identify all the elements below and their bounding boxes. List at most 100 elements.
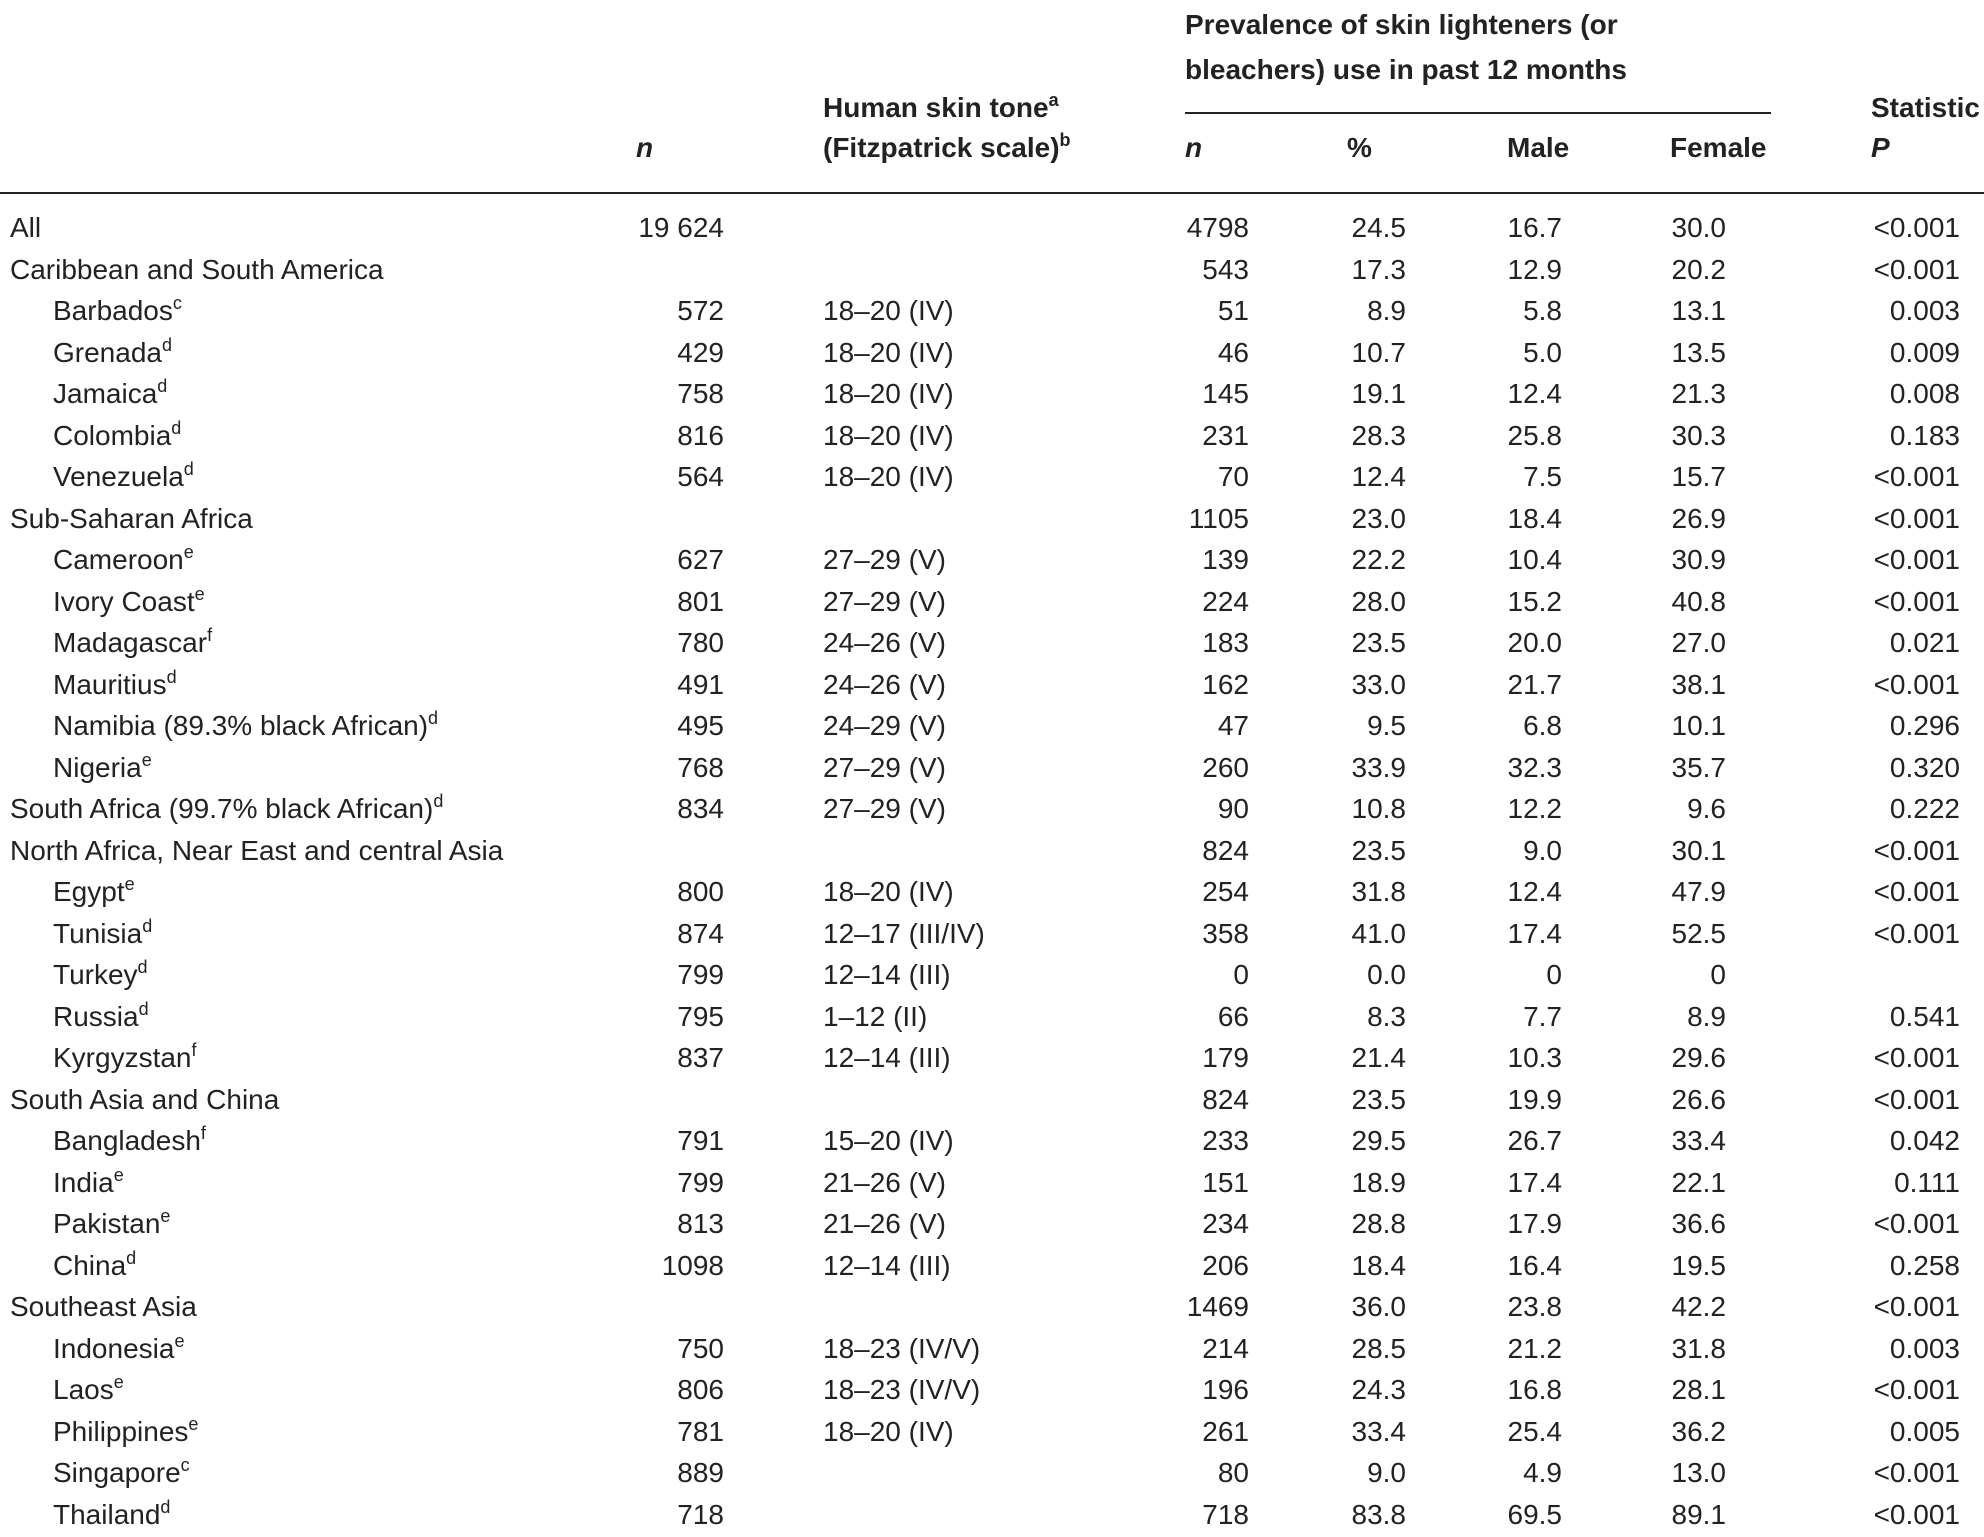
- cell-female: 13.0: [1671, 1457, 1727, 1488]
- cell-p: <0.001: [1873, 502, 1960, 534]
- cell-tone: 24–29 (V): [823, 710, 946, 741]
- cell-tone: 18–20 (IV): [823, 336, 954, 368]
- cell-pct: 0.0: [1367, 959, 1406, 990]
- footnote-mark: d: [157, 376, 168, 396]
- footnote-mark: d: [160, 1496, 171, 1517]
- label-text: Southeast Asia: [10, 1291, 197, 1322]
- cell-n2: 145: [1202, 378, 1249, 409]
- cell-n2: 47: [1217, 710, 1249, 741]
- cell-male: 25.4: [1507, 1415, 1563, 1447]
- cell-tone: 24–26 (V): [823, 627, 946, 658]
- footnote-mark: e: [194, 583, 205, 604]
- footnote-mark: d: [428, 708, 439, 728]
- cell-tone: 21–26 (V): [823, 1166, 946, 1198]
- footnote-mark: d: [142, 915, 153, 936]
- cell-male: 10.3: [1507, 1042, 1563, 1073]
- cell-n: 768: [677, 751, 724, 783]
- row-label: South Asia and China: [10, 1083, 279, 1117]
- header-n: n: [636, 132, 654, 163]
- cell-n2: 51: [1217, 295, 1249, 326]
- cell-n: 781: [677, 1415, 724, 1447]
- footnote-mark: d: [183, 459, 194, 479]
- cell-n2: 90: [1217, 793, 1249, 824]
- row-label: Grenadad: [53, 336, 172, 370]
- cell-female: 36.2: [1671, 1415, 1727, 1447]
- cell-n: 19 624: [638, 212, 724, 243]
- cell-p: <0.001: [1873, 253, 1960, 285]
- cell-pct: 10.7: [1351, 336, 1407, 368]
- label-text: Colombia: [53, 419, 172, 451]
- cell-n: 799: [677, 959, 724, 990]
- label-text: Nigeria: [53, 751, 142, 783]
- footnote-mark: d: [166, 666, 177, 687]
- footnote-mark: d: [171, 417, 182, 438]
- cell-pct: 24.5: [1351, 212, 1407, 243]
- cell-p: 0.003: [1889, 1332, 1960, 1364]
- row-label: South Africa (99.7% black African)d: [10, 792, 443, 826]
- cell-pct: 18.4: [1351, 1249, 1407, 1281]
- cell-pct: 17.3: [1351, 253, 1407, 285]
- cell-n2: 1105: [1188, 502, 1249, 534]
- cell-tone: 18–23 (IV/V): [823, 1374, 981, 1405]
- cell-female: 33.4: [1671, 1125, 1727, 1156]
- cell-n: 799: [677, 1166, 724, 1198]
- cell-male: 10.4: [1507, 544, 1563, 575]
- header-text: Human skin tone: [823, 92, 1049, 123]
- cell-female: 29.6: [1671, 1042, 1727, 1073]
- row-label: Turkeyd: [53, 958, 148, 992]
- label-text: Venezuela: [53, 461, 184, 492]
- cell-n: 806: [677, 1374, 724, 1405]
- footnote-mark: c: [180, 1455, 190, 1475]
- cell-pct: 29.5: [1351, 1125, 1407, 1156]
- cell-pct: 28.5: [1351, 1332, 1407, 1364]
- cell-n2: 358: [1202, 917, 1249, 949]
- header-male: Male: [1507, 132, 1570, 163]
- cell-p: 0.021: [1889, 627, 1960, 658]
- cell-male: 12.9: [1507, 253, 1563, 285]
- cell-n2: 234: [1202, 1208, 1249, 1239]
- cell-male: 15.2: [1507, 585, 1563, 617]
- footnote-mark: a: [1048, 90, 1059, 110]
- cell-male: 9.0: [1523, 834, 1562, 866]
- row-label: Mauritiusd: [53, 668, 177, 702]
- header-statistic: Statistic: [1871, 92, 1980, 123]
- cell-n: 572: [677, 295, 724, 326]
- footnote-mark: c: [172, 293, 182, 313]
- cell-female: 21.3: [1671, 378, 1727, 409]
- row-label: Madagascarf: [53, 626, 212, 660]
- cell-female: 27.0: [1671, 627, 1727, 658]
- footnote-mark: d: [126, 1247, 137, 1268]
- cell-female: 22.1: [1671, 1166, 1727, 1198]
- cell-p: <0.001: [1873, 1208, 1960, 1239]
- cell-pct: 33.0: [1351, 668, 1407, 700]
- cell-n2: 70: [1217, 461, 1249, 492]
- label-text: China: [53, 1249, 127, 1281]
- cell-female: 30.3: [1671, 419, 1727, 451]
- cell-p: <0.001: [1873, 1291, 1960, 1322]
- cell-pct: 19.1: [1351, 378, 1407, 409]
- cell-male: 17.4: [1507, 917, 1563, 949]
- cell-n: 837: [677, 1042, 724, 1073]
- cell-p: <0.001: [1873, 1083, 1960, 1115]
- cell-pct: 22.2: [1351, 544, 1407, 575]
- cell-pct: 18.9: [1351, 1166, 1407, 1198]
- row-label: Thailandd: [53, 1498, 170, 1532]
- cell-male: 32.3: [1507, 751, 1563, 783]
- label-text: Thailand: [53, 1498, 161, 1530]
- cell-n2: 179: [1202, 1042, 1249, 1073]
- cell-p: <0.001: [1873, 461, 1960, 492]
- cell-p: <0.001: [1873, 585, 1960, 617]
- label-text: Singapore: [53, 1457, 181, 1488]
- cell-n2: 196: [1202, 1374, 1249, 1405]
- cell-p: <0.001: [1873, 1457, 1960, 1488]
- footnote-mark: d: [433, 791, 444, 811]
- label-text: All: [10, 212, 42, 243]
- label-text: North Africa, Near East and central Asia: [10, 834, 504, 866]
- cell-n2: 162: [1202, 668, 1249, 700]
- cell-female: 42.2: [1671, 1291, 1727, 1322]
- cell-pct: 28.8: [1351, 1208, 1407, 1239]
- cell-pct: 12.4: [1351, 461, 1407, 492]
- row-label: Pakistane: [53, 1207, 170, 1241]
- cell-p: 0.183: [1889, 419, 1960, 451]
- cell-female: 28.1: [1671, 1374, 1727, 1405]
